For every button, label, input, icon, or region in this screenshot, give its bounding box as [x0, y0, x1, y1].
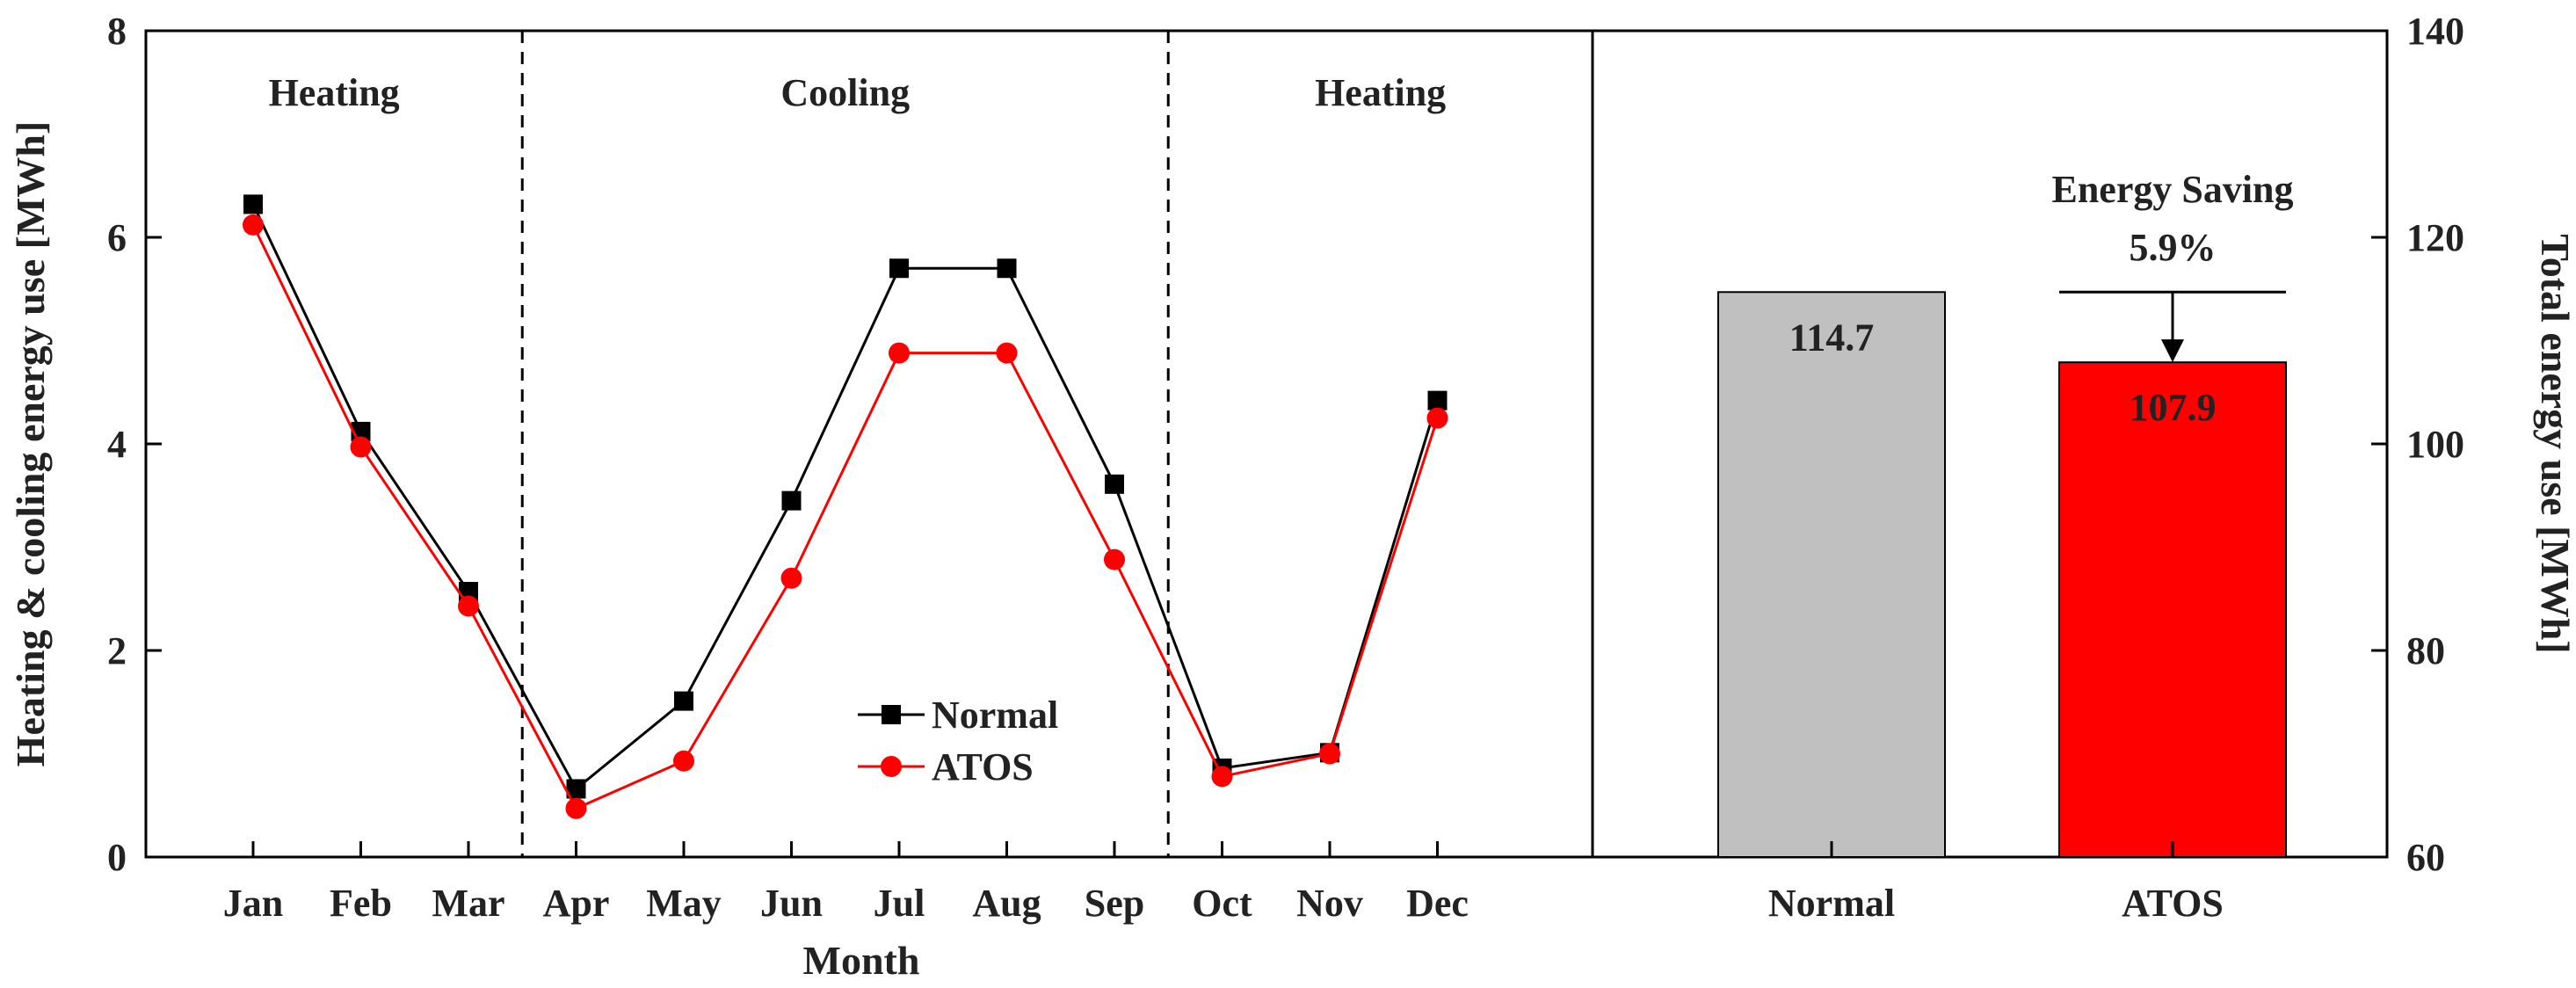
bar-value-label-atos: 107.9 — [2130, 386, 2217, 429]
left-y-axis: 0 2 4 6 8 — [107, 10, 162, 879]
point-atos-mar — [458, 595, 479, 617]
x-tick-label-feb: Feb — [330, 882, 392, 925]
saving-arrow-head — [2161, 339, 2184, 363]
x-tick-label-jun: Jun — [760, 882, 823, 925]
x-tick-label-nov: Nov — [1296, 882, 1363, 925]
point-atos-apr — [565, 797, 587, 819]
point-normal-jul — [889, 258, 909, 279]
point-normal-jun — [781, 490, 802, 511]
monthly-energy-chart: 0 2 4 6 8 Jan Feb Mar Apr May Jun Jul Aug Sep Oct Nov D… — [8, 10, 1594, 983]
right-y-axis: 60 80 100 120 140 — [2371, 10, 2464, 879]
energy-saving-annotation: Energy Saving 5.9% — [2051, 168, 2294, 363]
left-y-tick-label-4: 4 — [107, 423, 127, 466]
x-tick-label-apr: Apr — [543, 882, 610, 925]
legend: Normal ATOS — [858, 694, 1058, 788]
left-y-tick-label-2: 2 — [107, 629, 127, 672]
series-line-normal — [251, 203, 1439, 791]
point-atos-oct — [1211, 766, 1233, 788]
point-normal-may — [674, 691, 693, 711]
left-x-axis: Jan Feb Mar Apr May Jun Jul Aug Sep Oct Nov Dec — [223, 841, 1469, 925]
x-tick-label-jan: Jan — [223, 882, 283, 925]
x-tick-label-may: May — [646, 882, 722, 925]
region-label-heating-1: Heating — [269, 71, 400, 114]
point-normal-apr — [566, 779, 586, 799]
point-atos-feb — [350, 436, 372, 458]
left-y-tick-label-8: 8 — [107, 10, 127, 53]
bar-category-label-atos: ATOS — [2122, 882, 2224, 925]
right-y-axis-title: Total energy use [MWh] — [2533, 234, 2576, 653]
energy-saving-title: Energy Saving — [2051, 168, 2293, 211]
left-x-axis-title: Month — [803, 938, 920, 983]
left-y-axis-title: Heating & cooling energy use [MWh] — [8, 121, 53, 767]
region-label-heating-3: Heating — [1315, 71, 1446, 114]
x-tick-label-aug: Aug — [972, 882, 1041, 925]
x-tick-label-sep: Sep — [1085, 882, 1144, 925]
legend-atos-marker — [881, 756, 902, 777]
point-atos-sep — [1104, 548, 1125, 570]
legend-normal-label: Normal — [932, 694, 1058, 737]
legend-atos-label: ATOS — [932, 745, 1034, 788]
legend-normal-marker — [882, 705, 901, 724]
bar-value-label-normal: 114.7 — [1789, 316, 1875, 359]
bars-group: 114.7 Normal 107.9 ATOS — [1717, 291, 2287, 925]
point-atos-jan — [243, 214, 264, 236]
point-atos-aug — [996, 342, 1018, 364]
total-energy-chart: 60 80 100 120 140 114.7 Normal 107.9 ATOS Total… — [1591, 10, 2576, 925]
point-normal-mar — [459, 582, 478, 602]
x-tick-label-dec: Dec — [1406, 882, 1469, 925]
right-y-tick-label-100: 100 — [2406, 423, 2464, 466]
left-y-tick-label-6: 6 — [107, 216, 127, 259]
point-atos-jul — [889, 342, 910, 364]
region-label-cooling-2: Cooling — [780, 71, 910, 114]
right-y-tick-label-120: 120 — [2406, 216, 2464, 259]
x-tick-label-oct: Oct — [1192, 882, 1252, 925]
right-y-tick-label-60: 60 — [2406, 836, 2445, 879]
x-tick-label-jul: Jul — [874, 882, 925, 925]
point-normal-jan — [243, 194, 263, 214]
x-tick-label-mar: Mar — [432, 882, 504, 925]
point-atos-jun — [780, 567, 802, 589]
point-normal-dec — [1427, 390, 1448, 410]
right-y-tick-label-80: 80 — [2406, 629, 2445, 672]
season-regions: Heating Cooling Heating — [269, 31, 1446, 857]
series-group — [243, 194, 1448, 819]
series-line-atos — [251, 224, 1439, 810]
point-normal-aug — [997, 258, 1017, 279]
point-atos-may — [673, 750, 694, 772]
bar-atos — [2058, 361, 2287, 858]
point-normal-sep — [1105, 474, 1124, 494]
bar-normal — [1717, 291, 1946, 858]
right-y-tick-label-140: 140 — [2406, 10, 2464, 53]
bar-category-label-normal: Normal — [1768, 882, 1895, 925]
left-y-tick-label-0: 0 — [107, 836, 127, 879]
energy-saving-value: 5.9% — [2130, 226, 2217, 269]
point-atos-dec — [1426, 407, 1448, 429]
point-atos-nov — [1319, 743, 1340, 765]
